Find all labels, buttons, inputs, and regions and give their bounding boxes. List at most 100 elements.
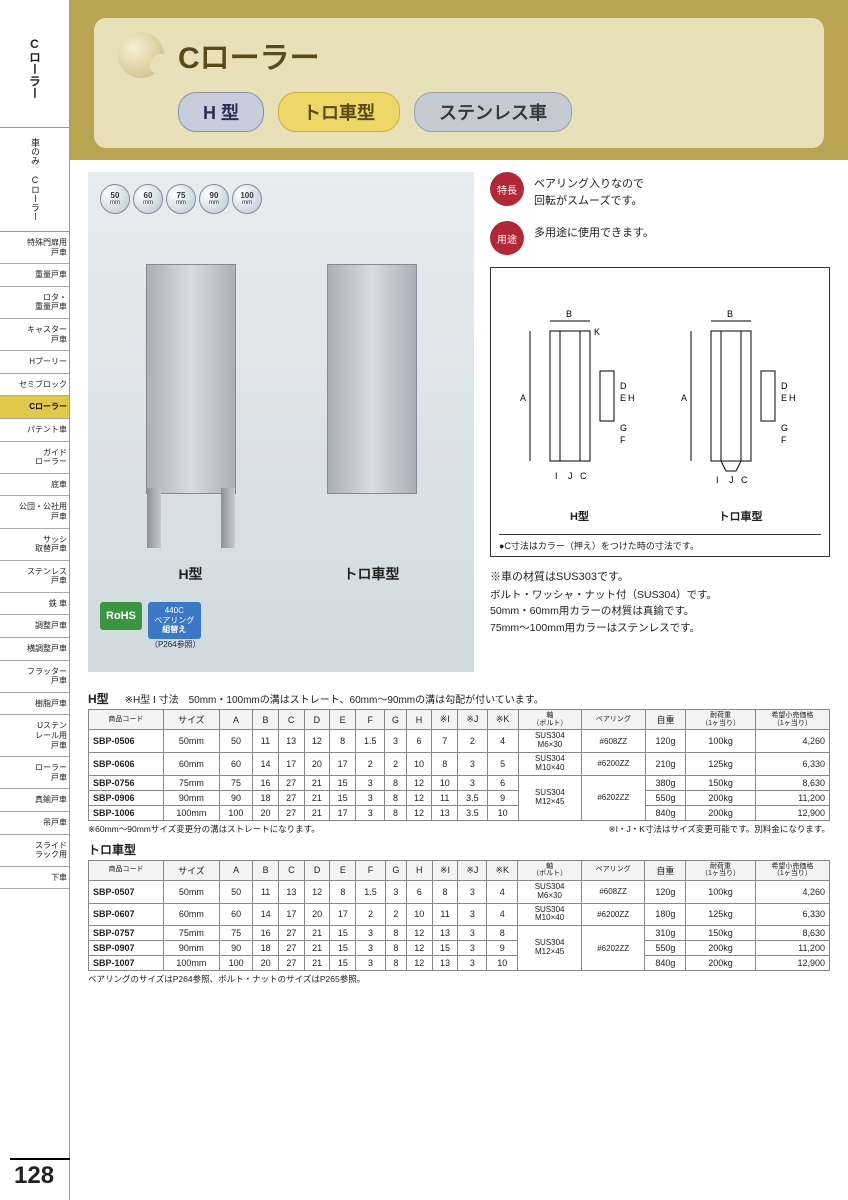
sidebar-nav-item[interactable]: Uステンレール用戸車	[0, 715, 69, 757]
size-bubble: 50mm	[100, 184, 130, 214]
size-bubble: 100mm	[232, 184, 262, 214]
svg-text:G: G	[620, 423, 627, 433]
product-image-area: 50mm60mm75mm90mm100mm H型 トロ車型 RoHS	[88, 172, 474, 672]
svg-text:H: H	[789, 393, 796, 403]
type-pills: H 型トロ車型ステンレス車	[178, 92, 800, 132]
roller-toro-label: トロ車型	[327, 564, 417, 584]
main: Cローラー H 型トロ車型ステンレス車 50mm60mm75mm90mm100m…	[70, 0, 848, 1200]
spec-table-h: 商品コードサイズABCDEFGH※I※J※K軸（ボルト）ベアリング自重耐荷重（1…	[88, 709, 830, 821]
svg-text:I: I	[716, 475, 719, 485]
cell-code: SBP-0507	[89, 880, 164, 903]
diagram-note: ●C寸法はカラー（押え）をつけた時の寸法です。	[499, 534, 821, 552]
table-row: SBP-075675mm751627211538121036SUS304M12×…	[89, 775, 830, 790]
right-column: 特長ベアリング入りなので回転がスムーズです。用途多用途に使用できます。 A B …	[490, 172, 830, 672]
cell-code: SBP-0907	[89, 941, 164, 956]
type-pill: トロ車型	[278, 92, 400, 132]
size-bubble: 60mm	[133, 184, 163, 214]
type-pill: ステンレス車	[414, 92, 572, 132]
svg-text:F: F	[781, 435, 787, 445]
440c-line2: ベアリング	[154, 616, 194, 625]
dimension-diagram: A B K DE GF H IJC H型	[490, 267, 830, 557]
spec-table-toro: 商品コードサイズABCDEFGH※I※J※K軸（ボルト）ベアリング自重耐荷重（1…	[88, 860, 830, 972]
cell-code: SBP-1006	[89, 805, 164, 820]
sidebar-nav-item[interactable]: 重量戸車	[0, 264, 69, 287]
table-h-footnote-right: ※I・J・K寸法はサイズ変更可能です。別料金になります。	[609, 823, 830, 835]
size-bubbles: 50mm60mm75mm90mm100mm	[100, 184, 462, 214]
svg-text:K: K	[594, 327, 600, 337]
sidebar-nav-item[interactable]: ローラー戸車	[0, 757, 69, 789]
table-h-title: H型	[88, 690, 109, 707]
sidebar-nav-item[interactable]: スライドラック用	[0, 835, 69, 867]
svg-text:J: J	[729, 475, 734, 485]
page-number-rule	[10, 1158, 70, 1160]
feature-row: 特長ベアリング入りなので回転がスムーズです。	[490, 172, 830, 209]
page-number: 128	[14, 1162, 54, 1190]
type-pill: H 型	[178, 92, 264, 132]
sidebar-nav-item[interactable]: 鉄 車	[0, 593, 69, 616]
table-h-subnote: ※H型 I 寸法 50mm・100mmの溝はストレート、60mm〜90mmの溝は…	[125, 691, 544, 706]
sidebar-nav-item[interactable]: ロタ・重量戸車	[0, 287, 69, 319]
schematic-h-label: H型	[510, 508, 650, 524]
svg-text:F: F	[620, 435, 626, 445]
sidebar-nav-item[interactable]: ガイドローラー	[0, 442, 69, 474]
rohs-badge: RoHS	[100, 602, 142, 630]
page-title: Cローラー	[178, 33, 320, 77]
sidebar-nav-item[interactable]: ステンレス戸車	[0, 561, 69, 593]
roller-h-label: H型	[146, 564, 236, 584]
cell-code: SBP-1007	[89, 956, 164, 971]
material-line-2: 75mm〜100mm用カラーはステンレスです。	[490, 620, 830, 637]
table-row: SBP-090790mm901827211538121539550g200kg1…	[89, 941, 830, 956]
sidebar-nav-item[interactable]: 特殊門扉用戸車	[0, 232, 69, 264]
cell-code: SBP-0606	[89, 752, 164, 775]
material-line-1: 50mm・60mm用カラーの材質は真鍮です。	[490, 603, 830, 620]
table-row: SBP-050650mm5011131281.536724SUS304M6×30…	[89, 730, 830, 753]
sidebar-nav-item[interactable]: 横調整戸車	[0, 638, 69, 661]
header-inner: Cローラー H 型トロ車型ステンレス車	[94, 18, 824, 148]
sidebar-nav-item[interactable]: 樹脂戸車	[0, 693, 69, 716]
content: 50mm60mm75mm90mm100mm H型 トロ車型 RoHS	[70, 160, 848, 997]
schematic-toro-label: トロ車型	[671, 508, 811, 524]
table-row: SBP-060760mm601417201722101134SUS304M10×…	[89, 903, 830, 926]
logo-circle-icon	[118, 32, 164, 78]
sidebar-nav-item[interactable]: サッシ取替戸車	[0, 529, 69, 561]
svg-text:E: E	[781, 393, 787, 403]
feature-badge: 特長	[490, 172, 524, 206]
sidebar-nav-item[interactable]: キャスター戸車	[0, 319, 69, 351]
svg-text:A: A	[681, 393, 687, 403]
roller-h-illustration	[146, 264, 236, 494]
sidebar-nav-item[interactable]: フラッター戸車	[0, 661, 69, 693]
sidebar-nav-item[interactable]: 底車	[0, 474, 69, 497]
cell-code: SBP-0906	[89, 790, 164, 805]
schematic-h: A B K DE GF H IJC H型	[510, 301, 650, 524]
svg-text:E: E	[620, 393, 626, 403]
table-row: SBP-075775mm751627211538121338SUS304M12×…	[89, 926, 830, 941]
sidebar-nav-item[interactable]: Hプーリー	[0, 351, 69, 374]
sidebar-nav-item[interactable]: セミブロック	[0, 374, 69, 397]
cell-code: SBP-0757	[89, 926, 164, 941]
roller-toro-illustration	[327, 264, 417, 494]
sidebar-nav-item[interactable]: 調整戸車	[0, 615, 69, 638]
svg-text:G: G	[781, 423, 788, 433]
table-row: SBP-050750mm5011131281.536834SUS304M6×30…	[89, 880, 830, 903]
table-toro-title: トロ車型	[88, 841, 830, 858]
svg-text:B: B	[566, 309, 572, 319]
svg-text:C: C	[580, 471, 587, 481]
sidebar-nav: 特殊門扉用戸車重量戸車ロタ・重量戸車キャスター戸車HプーリーセミブロックCローラ…	[0, 232, 69, 1200]
table-toro-footnote: ベアリングのサイズはP264参照、ボルト・ナットのサイズはP265参照。	[88, 973, 365, 985]
material-notes: ※車の材質はSUS303です。 ボルト・ワッシャ・ナット付（SUS304）です。…	[490, 569, 830, 637]
table-row: SBP-090690mm90182721153812113.59550g200k…	[89, 790, 830, 805]
svg-text:J: J	[568, 471, 573, 481]
feature-text: ベアリング入りなので回転がスムーズです。	[534, 172, 644, 209]
sidebar-nav-item[interactable]: 吊戸車	[0, 812, 69, 835]
feature-row: 用途多用途に使用できます。	[490, 221, 830, 255]
tables-area: H型 ※H型 I 寸法 50mm・100mmの溝はストレート、60mm〜90mm…	[88, 684, 830, 985]
sidebar-nav-item[interactable]: 公団・公社用戸車	[0, 496, 69, 528]
sidebar: Cローラー 車のみ Cローラー 特殊門扉用戸車重量戸車ロタ・重量戸車キャスター戸…	[0, 0, 70, 1200]
440c-line1: 440C	[165, 606, 184, 615]
material-lead: ※車の材質はSUS303です。	[490, 569, 830, 587]
sidebar-nav-item[interactable]: 真鍮戸車	[0, 789, 69, 812]
sidebar-nav-item[interactable]: Cローラー	[0, 396, 69, 419]
sidebar-nav-item[interactable]: パテント車	[0, 419, 69, 442]
svg-text:A: A	[520, 393, 526, 403]
sidebar-nav-item[interactable]: 下車	[0, 867, 69, 890]
